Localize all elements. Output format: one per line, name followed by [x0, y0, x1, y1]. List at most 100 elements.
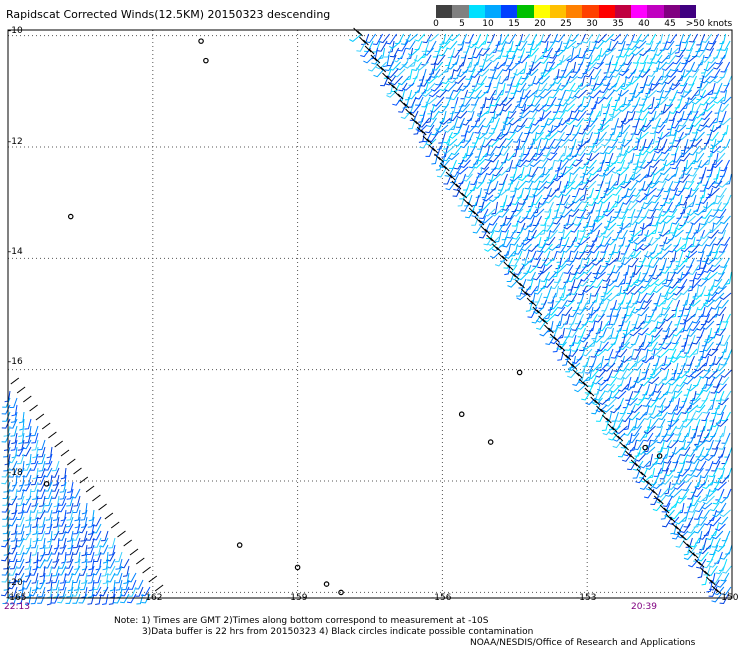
- wind-barb: [527, 306, 538, 318]
- wind-barb: [66, 502, 74, 514]
- wind-barb: [31, 509, 39, 521]
- wind-barb: [457, 33, 468, 46]
- wind-barb: [71, 586, 81, 597]
- wind-barb: [583, 152, 593, 165]
- wind-barb: [665, 222, 673, 235]
- wind-barb: [478, 215, 486, 226]
- wind-barb: [38, 460, 46, 472]
- wind-barb: [87, 565, 95, 577]
- wind-barb: [713, 236, 724, 246]
- wind-barb: [492, 166, 504, 177]
- wind-barb: [422, 33, 433, 44]
- wind-barb: [544, 229, 551, 242]
- wind-barb: [405, 40, 416, 50]
- wind-barb: [631, 348, 642, 360]
- wind-barb: [632, 159, 639, 171]
- wind-barb: [575, 250, 586, 260]
- edge-barb: [544, 324, 554, 334]
- wind-barb: [611, 68, 623, 78]
- wind-barb: [723, 488, 732, 499]
- wind-barb: [439, 110, 447, 123]
- wind-barb: [438, 131, 446, 144]
- edge-barb: [711, 585, 722, 595]
- wind-barb: [86, 544, 95, 555]
- wind-barb: [705, 96, 718, 105]
- wind-barb: [93, 537, 102, 548]
- wind-barb: [108, 593, 116, 605]
- wind-barb: [494, 61, 506, 70]
- wind-barb: [643, 411, 654, 421]
- wind-barb: [447, 47, 456, 59]
- wind-barb: [527, 138, 535, 149]
- wind-barb: [701, 502, 713, 510]
- wind-barb: [522, 187, 531, 201]
- wind-barb: [36, 579, 46, 590]
- wind-barb: [65, 544, 74, 556]
- wind-barb: [669, 103, 681, 114]
- wind-barb: [602, 229, 614, 239]
- wind-barb: [522, 208, 531, 219]
- wind-barb: [703, 131, 712, 144]
- wind-barb: [501, 152, 509, 164]
- wind-barb: [713, 166, 721, 180]
- wind-barb: [384, 61, 395, 72]
- wind-barb: [595, 404, 608, 413]
- wind-barb: [600, 292, 613, 301]
- wind-barb: [545, 334, 556, 346]
- wind-barb: [619, 404, 629, 415]
- wind-barb: [679, 173, 690, 183]
- wind-barb: [591, 229, 600, 242]
- wind-barb: [658, 75, 669, 85]
- wind-barb: [495, 33, 503, 46]
- wind-barb: [66, 488, 74, 500]
- wind-barb: [87, 586, 95, 598]
- wind-barb: [577, 96, 585, 107]
- wind-barb: [621, 453, 632, 462]
- wind-barb: [485, 47, 497, 56]
- wind-barb: [649, 110, 657, 122]
- wind-barb: [500, 250, 509, 262]
- wind-barb: [693, 152, 705, 163]
- wind-barb: [687, 467, 697, 476]
- wind-barb: [671, 411, 682, 422]
- wind-barb: [403, 61, 415, 69]
- wind-barb: [720, 551, 730, 560]
- wind-barb: [705, 236, 717, 247]
- edge-barb: [117, 530, 126, 538]
- wind-barb: [578, 299, 589, 311]
- wind-barb: [590, 348, 600, 358]
- wind-barb: [725, 173, 732, 185]
- wind-barb: [541, 166, 553, 176]
- edge-barb: [416, 126, 427, 136]
- wind-barb: [720, 215, 731, 225]
- wind-barb: [657, 54, 670, 64]
- wind-barb: [420, 47, 428, 59]
- wind-barb: [574, 215, 584, 226]
- wind-barb: [577, 138, 591, 148]
- wind-barb: [712, 453, 723, 465]
- wind-barb: [682, 292, 690, 306]
- wind-barb: [628, 257, 639, 268]
- wind-barb: [585, 292, 592, 305]
- wind-barb: [624, 383, 636, 391]
- wind-barb: [659, 257, 667, 271]
- wind-barb: [361, 33, 370, 45]
- wind-barb: [501, 103, 512, 112]
- wind-barb: [505, 33, 517, 44]
- wind-barb: [475, 131, 488, 140]
- wind-barb: [619, 96, 627, 108]
- wind-barb: [673, 404, 685, 415]
- wind-barb: [712, 180, 723, 189]
- wind-barb: [717, 516, 729, 525]
- wind-barb: [37, 467, 46, 478]
- wind-barb: [719, 425, 726, 438]
- wind-barb: [686, 208, 699, 216]
- wind-barb: [437, 103, 449, 114]
- wind-barb: [43, 481, 53, 492]
- wind-barb: [706, 579, 713, 593]
- legend-tick: 10: [482, 19, 494, 29]
- wind-barb: [596, 159, 604, 172]
- wind-barb: [554, 47, 567, 57]
- wind-barb: [624, 47, 637, 57]
- wind-barb: [548, 110, 559, 121]
